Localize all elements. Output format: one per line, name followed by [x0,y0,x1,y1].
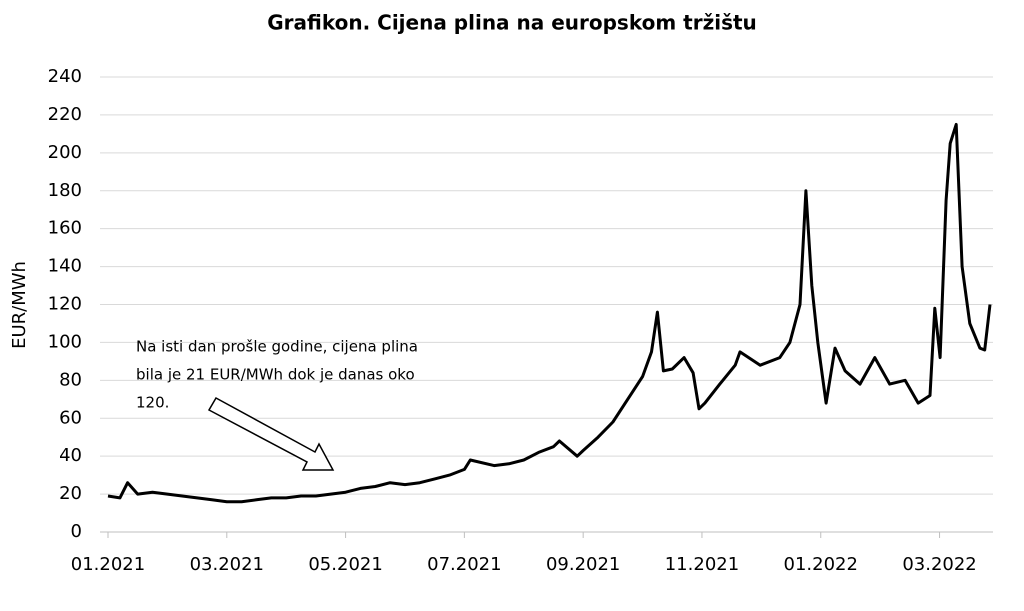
y-tick-label: 100 [48,331,82,352]
y-tick-label: 240 [48,66,82,87]
x-tick-label: 01.2022 [784,554,858,575]
annotation-line: Na isti dan prošle godine, cijena plina [136,338,418,356]
annotation-arrow [207,396,335,471]
y-tick-label: 200 [48,142,82,163]
y-tick-label: 180 [48,180,82,201]
price-line [107,122,992,504]
x-tick-label: 05.2021 [308,554,382,575]
x-tick-label: 03.2022 [902,554,976,575]
x-tick-label: 09.2021 [546,554,620,575]
y-tick-label: 160 [48,218,82,239]
x-tick-label: 07.2021 [427,554,501,575]
y-tick-label: 0 [71,521,82,542]
y-tick-label: 140 [48,256,82,277]
y-tick-label: 120 [48,294,82,315]
annotation-line: bila je 21 EUR/MWh dok je danas oko [136,366,415,384]
y-tick-label: 20 [59,483,82,504]
annotation-line: 120. [136,394,169,412]
y-tick-label: 40 [59,445,82,466]
x-tick-label: 11.2021 [665,554,739,575]
y-tick-label: 220 [48,104,82,125]
x-tick-label: 01.2021 [71,554,145,575]
y-axis-label: EUR/MWh [9,261,30,349]
x-tick-label: 03.2021 [190,554,264,575]
chart-title: Grafikon. Cijena plina na europskom trži… [267,11,757,35]
y-tick-label: 60 [59,407,82,428]
y-tick-label: 80 [59,369,82,390]
